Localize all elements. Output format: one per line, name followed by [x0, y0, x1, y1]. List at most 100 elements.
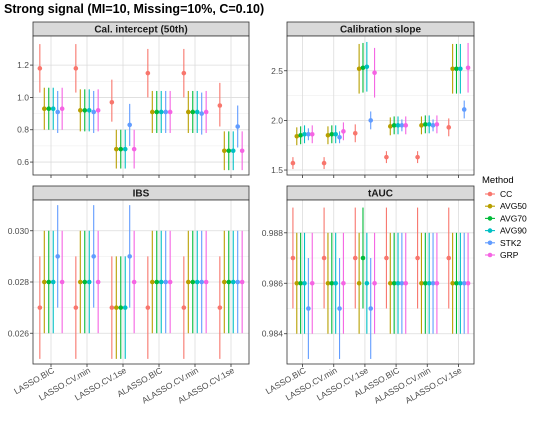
- data-point: [167, 279, 173, 285]
- data-point: [127, 122, 132, 128]
- data-point: [86, 279, 92, 285]
- data-point: [454, 66, 459, 72]
- data-point: [306, 131, 311, 137]
- data-point: [430, 280, 436, 286]
- y-tick-label: 0.026: [8, 328, 30, 338]
- data-point: [186, 279, 191, 285]
- data-point: [82, 279, 88, 285]
- panel-border: [286, 35, 475, 176]
- data-point: [434, 122, 440, 127]
- panel-2: Calibration slope 1.5 2.0 2.5: [271, 21, 475, 178]
- data-point: [154, 109, 160, 115]
- data-point: [446, 255, 452, 261]
- legend-item-avg70: AVG70: [485, 213, 527, 223]
- data-point: [454, 280, 459, 286]
- data-point: [50, 106, 56, 112]
- data-point: [82, 108, 88, 113]
- data-point: [306, 306, 311, 311]
- series-avg90: [302, 41, 463, 144]
- plot-area: [287, 36, 474, 175]
- panel-title: IBS: [133, 189, 150, 200]
- series-avg70: [46, 87, 232, 171]
- data-point: [199, 111, 204, 116]
- x-tick-label: ALASSO.CV.1se: [403, 365, 463, 406]
- data-point: [430, 123, 436, 128]
- data-point: [73, 305, 79, 310]
- data-point: [46, 279, 52, 285]
- data-point: [325, 132, 331, 138]
- data-point: [395, 123, 401, 128]
- legend-item-avg50: AVG50: [485, 201, 527, 211]
- data-point: [109, 305, 115, 310]
- data-point: [42, 106, 47, 112]
- data-point: [446, 125, 452, 130]
- data-point: [194, 279, 200, 285]
- series-avg70: [298, 207, 459, 334]
- y-tick-label: 0.6: [17, 157, 29, 167]
- data-point: [239, 148, 245, 154]
- y-tick-label: 0.8: [17, 125, 29, 135]
- series-cc: [37, 44, 223, 127]
- data-point: [122, 146, 128, 152]
- data-point: [78, 108, 83, 113]
- data-point: [59, 106, 65, 112]
- legend-label: AVG70: [500, 213, 527, 223]
- y-tick-label: 2.0: [271, 115, 283, 125]
- data-point: [150, 279, 155, 285]
- data-point: [55, 109, 60, 115]
- data-point: [145, 70, 151, 76]
- data-point: [235, 279, 240, 285]
- data-point: [364, 280, 370, 286]
- data-point: [360, 255, 366, 261]
- legend-item-cc: CC: [485, 189, 512, 199]
- legend: Method CC AVG50 AVG70 AVG90 STK2 GRP: [482, 175, 527, 260]
- data-point: [387, 124, 393, 129]
- data-point: [368, 118, 374, 123]
- data-point: [368, 306, 374, 311]
- series-stk2: [306, 100, 467, 144]
- series-avg70: [298, 42, 459, 145]
- series-grp: [309, 42, 471, 144]
- data-point: [42, 279, 47, 285]
- data-point: [465, 65, 471, 71]
- data-point: [325, 280, 331, 286]
- data-point: [384, 255, 389, 261]
- y-tick-label: 0.986: [262, 278, 284, 288]
- series-grp: [309, 232, 471, 334]
- data-point: [114, 146, 119, 152]
- data-point: [399, 123, 405, 128]
- data-point: [302, 280, 307, 286]
- data-point: [95, 279, 101, 285]
- data-point: [59, 279, 65, 285]
- panel-border: [286, 199, 475, 365]
- data-point: [239, 279, 245, 285]
- series-grp: [59, 230, 245, 334]
- data-point: [290, 160, 296, 166]
- data-point: [217, 103, 223, 108]
- data-point: [226, 148, 232, 154]
- legend-item-stk2: STK2: [485, 238, 522, 248]
- data-point: [230, 148, 236, 154]
- series-avg50: [294, 43, 455, 146]
- series-avg50: [42, 230, 227, 359]
- legend-label: CC: [500, 189, 512, 199]
- data-point: [321, 255, 327, 261]
- data-point: [145, 305, 151, 310]
- data-point: [333, 131, 338, 137]
- data-point: [465, 280, 471, 286]
- y-tick-label: 1.0: [17, 92, 29, 102]
- data-point: [309, 131, 315, 137]
- legend-label: GRP: [500, 250, 519, 260]
- data-point: [372, 280, 377, 286]
- data-point: [337, 306, 342, 311]
- data-point: [384, 154, 389, 160]
- legend-key-point: [487, 191, 493, 197]
- data-point: [403, 123, 409, 128]
- data-point: [403, 280, 409, 286]
- data-point: [387, 280, 393, 286]
- data-point: [337, 134, 342, 140]
- data-point: [415, 154, 420, 160]
- data-point: [356, 66, 362, 72]
- data-point: [109, 99, 115, 105]
